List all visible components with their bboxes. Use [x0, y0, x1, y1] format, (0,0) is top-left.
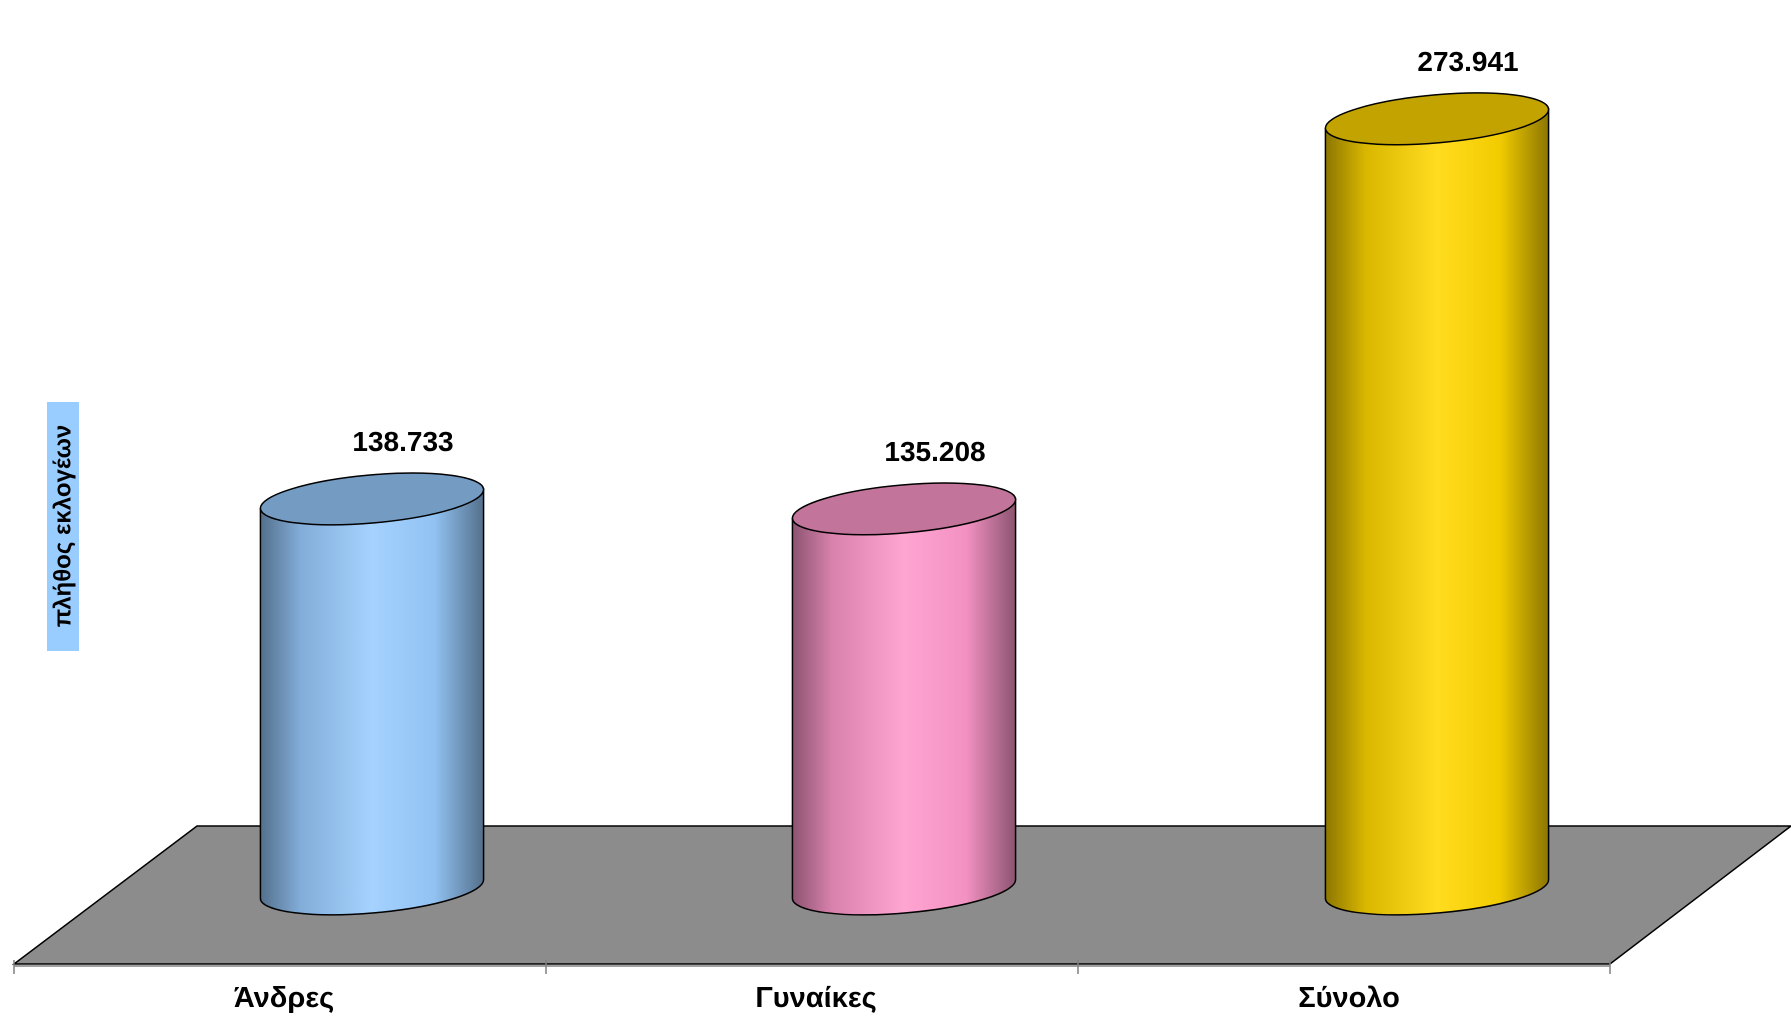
category-label-men: Άνδρες: [234, 982, 334, 1014]
bar-men: [259, 472, 485, 916]
category-label-total: Σύνολο: [1298, 982, 1400, 1014]
bar-total-top: [1324, 92, 1550, 146]
category-label-women: Γυναίκες: [755, 982, 876, 1014]
value-label-men: 138.733: [352, 426, 453, 457]
bar-women-body: [791, 498, 1017, 916]
bar-women-top: [791, 482, 1017, 536]
value-label-total: 273.941: [1417, 46, 1518, 77]
bar-men-top: [259, 472, 485, 526]
bar-women: [791, 482, 1017, 916]
y-axis-label-background: [47, 402, 79, 651]
y-axis-label: πλήθος εκλογέων: [47, 402, 79, 651]
value-label-women: 135.208: [884, 436, 985, 467]
bar-total-body: [1324, 108, 1550, 916]
bar-men-body: [259, 488, 485, 916]
bars-layer: 138.733 Άνδρες 135.208 Γυναίκες 273.941 Σύνολ…: [234, 46, 1550, 1014]
y-axis-label-text: πλήθος εκλογέων: [50, 425, 77, 628]
bar-total: [1324, 92, 1550, 916]
